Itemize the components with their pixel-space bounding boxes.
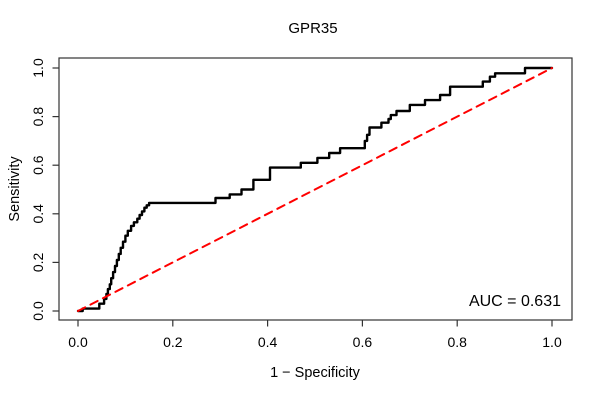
x-axis-label: 1 − Specificity xyxy=(270,365,361,381)
y-axis: 0.0 0.2 0.4 0.6 0.8 1.0 xyxy=(30,58,59,321)
y-tick-label: 0.4 xyxy=(30,204,46,224)
x-tick-label: 0.0 xyxy=(68,334,88,350)
reference-diagonal xyxy=(77,67,553,312)
y-axis-label: Sensitivity xyxy=(7,156,23,222)
chart-title: GPR35 xyxy=(288,20,337,37)
x-tick-label: 0.8 xyxy=(447,334,467,350)
roc-curve xyxy=(76,66,554,313)
y-tick-label: 0.8 xyxy=(30,107,46,127)
x-tick-label: 0.2 xyxy=(163,334,183,350)
plot-border xyxy=(58,57,573,321)
auc-annotation: AUC = 0.631 xyxy=(469,293,561,310)
y-tick-label: 1.0 xyxy=(30,58,46,78)
x-axis: 0.0 0.2 0.4 0.6 0.8 1.0 xyxy=(68,320,562,350)
y-tick-label: 0.0 xyxy=(30,301,46,321)
x-tick-label: 1.0 xyxy=(542,334,562,350)
x-tick-label: 0.4 xyxy=(258,334,278,350)
y-tick-label: 0.2 xyxy=(30,252,46,272)
series-layer xyxy=(76,66,554,313)
x-tick-label: 0.6 xyxy=(353,334,373,350)
y-tick-label: 0.6 xyxy=(30,155,46,175)
